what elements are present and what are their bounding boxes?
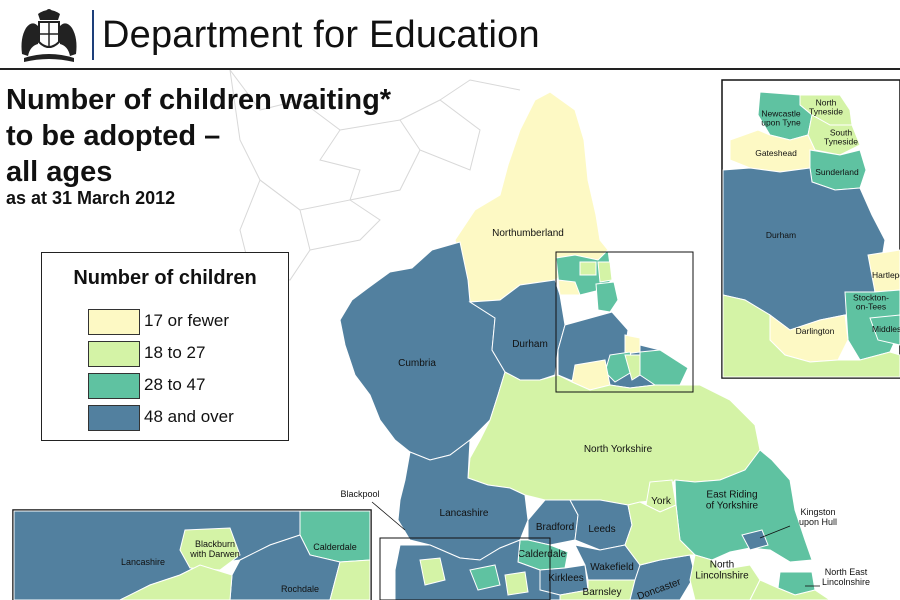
inset-frame-north-west: [379, 537, 551, 600]
label-east-riding: East Riding of Yorkshire: [706, 490, 759, 512]
label-northumberland: Northumberland: [492, 228, 564, 239]
label-north-lincolnshire: North Lincolnshire: [695, 560, 749, 582]
inset-label-darlington: Darlington: [796, 326, 835, 336]
legend-swatch: [88, 373, 140, 399]
inset-north-east: North Tyneside Newcastle upon Tyne South Ty…: [721, 79, 900, 379]
label-wakefield: Wakefield: [590, 562, 634, 573]
adoption-map: Northumberland Cumbria Durham North York…: [12, 70, 900, 600]
header: Department for Education: [0, 0, 900, 70]
region-hartlepool-main[interactable]: [624, 334, 641, 355]
region-redcar-main[interactable]: [624, 354, 641, 381]
inset-label-north-tyneside: North Tyneside: [809, 97, 843, 116]
region-sunderland-main[interactable]: [595, 281, 619, 313]
legend-swatch: [88, 309, 140, 335]
label-kingston-upon-hull: Kingston upon Hull: [799, 507, 837, 527]
leader-blackpool: [371, 501, 406, 531]
label-durham: Durham: [512, 339, 548, 350]
region-selby-area[interactable]: [624, 501, 697, 566]
map-title: Number of children waiting* to be adopte…: [6, 84, 392, 188]
inset-nw-region-right-light[interactable]: [329, 559, 371, 600]
legend-label: 17 or fewer: [144, 311, 230, 330]
inset-label-newcastle: Newcastle upon Tyne: [761, 108, 801, 127]
inset-nw-region-calderdale[interactable]: [299, 510, 371, 563]
region-lincolnshire-strip[interactable]: [749, 579, 831, 600]
inset-label-stockton: Stockton-on-Tees: [853, 292, 889, 311]
inset-nw-label-calderdale: Calderdale: [313, 542, 357, 552]
label-cumbria: Cumbria: [398, 358, 436, 369]
label-blackpool: Blackpool: [340, 489, 379, 499]
inset-nw-label-lancashire: Lancashire: [121, 557, 165, 567]
inset-nw-label-rochdale: Rochdale: [281, 584, 319, 594]
legend-title: Number of children: [73, 267, 257, 289]
royal-coat-of-arms-icon: [21, 9, 77, 62]
legend-label: 28 to 47: [144, 375, 206, 394]
map-title-block: Number of children waiting* to be adopte…: [6, 82, 391, 209]
label-north-yorkshire: North Yorkshire: [584, 444, 653, 455]
region-middlesbrough-main[interactable]: [639, 349, 689, 386]
legend-label: 18 to 27: [144, 343, 206, 362]
legend-swatch: [88, 341, 140, 367]
label-north-east-lincolnshire: North East Lincolnshire: [822, 567, 870, 587]
header-underline: [0, 68, 900, 70]
header-divider: [92, 10, 94, 60]
inset-label-gateshead: Gateshead: [755, 148, 797, 158]
label-bradford: Bradford: [536, 522, 574, 533]
region-gm-light-1[interactable]: [419, 557, 446, 586]
inset-region-south-light[interactable]: [722, 294, 900, 378]
legend: Number of children 17 or fewer 18 to 27 …: [41, 252, 289, 441]
map-subtitle: as at 31 March 2012: [6, 188, 176, 208]
inset-label-sunderland: Sunderland: [815, 167, 859, 177]
region-kingston-upon-hull[interactable]: [741, 529, 769, 551]
inset-nw-region-blackburn[interactable]: [179, 527, 241, 571]
department-name: Department for Education: [102, 14, 540, 56]
label-lancashire: Lancashire: [440, 508, 489, 519]
inset-region-gateshead[interactable]: [729, 129, 816, 173]
region-gm-light-2[interactable]: [504, 571, 529, 596]
label-york: York: [651, 496, 672, 507]
legend-label: 48 and over: [144, 407, 234, 426]
label-calderdale: Calderdale: [518, 549, 567, 560]
inset-region-middlesbrough[interactable]: [869, 314, 900, 346]
inset-label-hartlepool: Hartlepo: [872, 270, 900, 280]
inset-north-west: Lancashire Blackburn with Darwen Calderda…: [12, 509, 372, 600]
legend-swatch: [88, 405, 140, 431]
inset-frame-north-east: [555, 251, 694, 393]
scotland-outline: [229, 70, 521, 281]
leader-kingston-upon-hull: [759, 525, 791, 539]
region-south-tyneside-main[interactable]: [597, 261, 613, 283]
region-north-tyneside-main[interactable]: [579, 261, 597, 276]
inset-region-hartlepool[interactable]: [867, 249, 900, 293]
inset-label-middlesbrough: Middles: [872, 324, 900, 334]
label-kirklees: Kirklees: [548, 573, 584, 584]
inset-label-durham: Durham: [766, 230, 796, 240]
region-gm-teal-1[interactable]: [469, 564, 501, 591]
inset-nw-label-blackburn: Blackburn with Darwen: [189, 539, 240, 559]
region-gateshead-main[interactable]: [557, 279, 581, 296]
label-leeds: Leeds: [588, 524, 615, 535]
inset-nw-region-bottom-light[interactable]: [119, 564, 233, 600]
inset-label-south-tyneside: South Tyneside: [824, 127, 858, 146]
label-barnsley: Barnsley: [583, 587, 622, 598]
